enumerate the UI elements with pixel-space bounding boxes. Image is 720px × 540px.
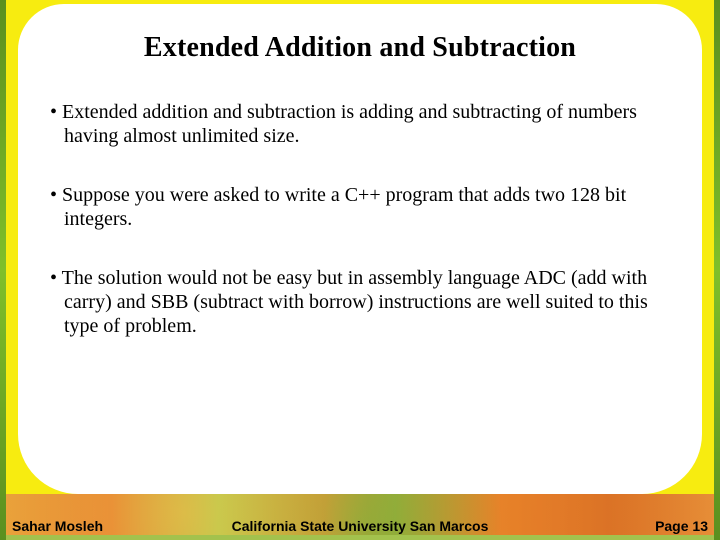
content-panel: Extended Addition and Subtraction Extend… xyxy=(18,4,702,494)
bullet-item: Extended addition and subtraction is add… xyxy=(50,100,670,149)
footer-institution: California State University San Marcos xyxy=(232,518,489,534)
bullet-item: The solution would not be easy but in as… xyxy=(50,266,670,339)
bullet-item: Suppose you were asked to write a C++ pr… xyxy=(50,183,670,232)
footer-author: Sahar Mosleh xyxy=(12,518,103,534)
bullet-list: Extended addition and subtraction is add… xyxy=(50,100,670,339)
footer-page-number: Page 13 xyxy=(655,518,708,534)
left-stripe xyxy=(0,0,6,540)
right-stripe xyxy=(714,0,720,540)
slide-title: Extended Addition and Subtraction xyxy=(50,32,670,64)
